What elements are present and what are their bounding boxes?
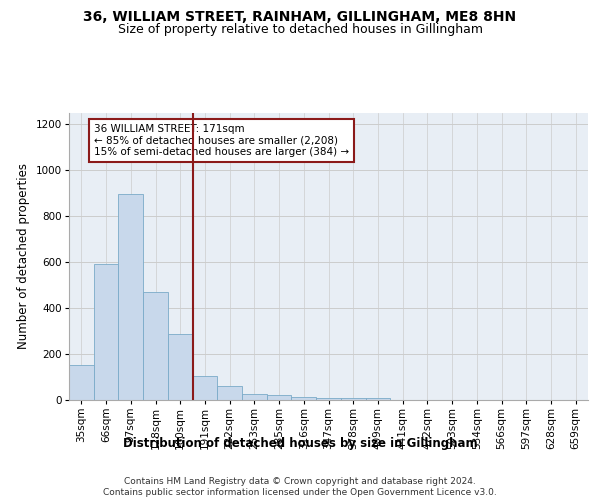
- Bar: [242, 394, 267, 400]
- Text: 36 WILLIAM STREET: 171sqm
← 85% of detached houses are smaller (2,208)
15% of se: 36 WILLIAM STREET: 171sqm ← 85% of detac…: [94, 124, 349, 157]
- Text: Size of property relative to detached houses in Gillingham: Size of property relative to detached ho…: [118, 22, 482, 36]
- Bar: [217, 386, 242, 400]
- Bar: [69, 365, 94, 400]
- Text: Distribution of detached houses by size in Gillingham: Distribution of detached houses by size …: [122, 438, 478, 450]
- Bar: [292, 396, 316, 400]
- Bar: [267, 395, 292, 400]
- Bar: [316, 398, 341, 400]
- Y-axis label: Number of detached properties: Number of detached properties: [17, 163, 30, 350]
- Bar: [341, 398, 365, 400]
- Bar: [193, 376, 217, 400]
- Text: Contains HM Land Registry data © Crown copyright and database right 2024.
Contai: Contains HM Land Registry data © Crown c…: [103, 478, 497, 497]
- Bar: [143, 292, 168, 400]
- Text: 36, WILLIAM STREET, RAINHAM, GILLINGHAM, ME8 8HN: 36, WILLIAM STREET, RAINHAM, GILLINGHAM,…: [83, 10, 517, 24]
- Bar: [168, 334, 193, 400]
- Bar: [94, 264, 118, 400]
- Bar: [118, 194, 143, 400]
- Bar: [365, 398, 390, 400]
